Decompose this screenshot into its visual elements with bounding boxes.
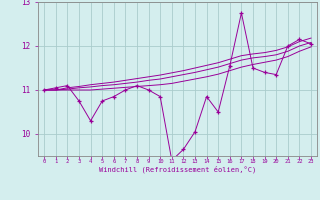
X-axis label: Windchill (Refroidissement éolien,°C): Windchill (Refroidissement éolien,°C) xyxy=(99,166,256,173)
